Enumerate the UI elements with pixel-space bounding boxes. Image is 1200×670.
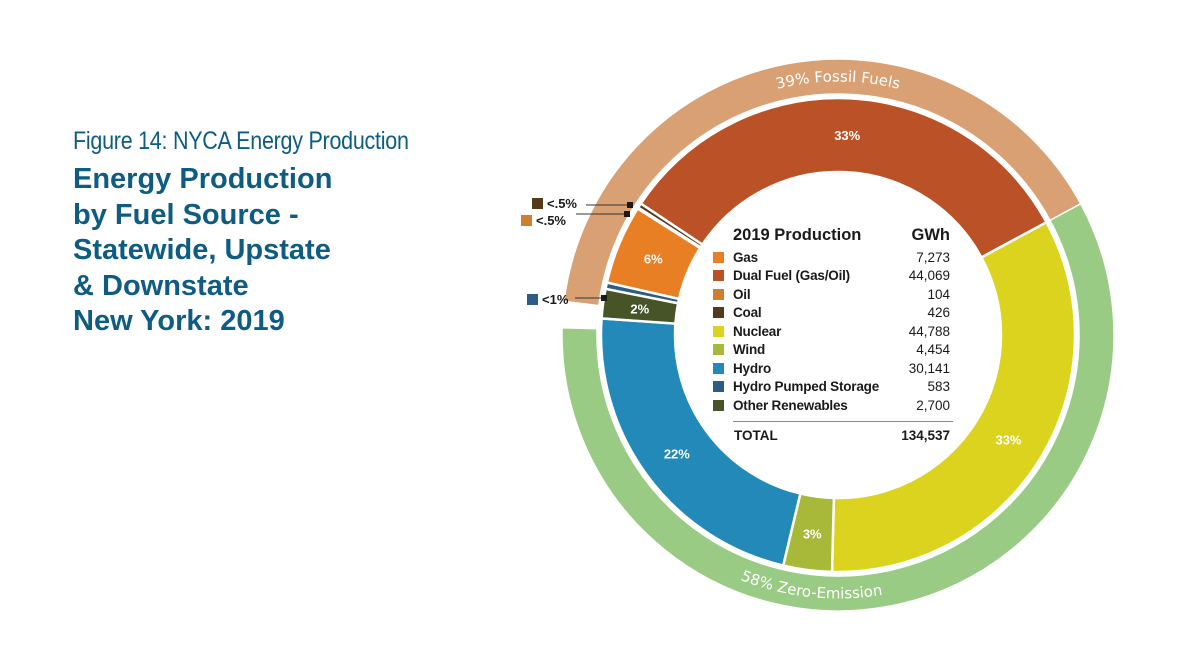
callout-marker xyxy=(601,295,607,301)
legend-item-name: Coal xyxy=(733,305,762,321)
legend-item-value: 2,700 xyxy=(916,397,950,413)
total-value: 134,537 xyxy=(901,427,950,443)
legend-item-value: 44,788 xyxy=(908,323,950,339)
callout-leaders xyxy=(575,202,633,301)
legend-swatch xyxy=(713,399,724,411)
legend-item: Wind 4,454 xyxy=(713,341,953,360)
legend-item-name: Gas xyxy=(733,249,758,265)
slice-coal xyxy=(636,201,705,250)
legend-item: Other Renewables 2,700 xyxy=(713,396,953,415)
legend-item-value: 44,069 xyxy=(908,268,950,284)
legend-swatch xyxy=(713,325,724,337)
legend: 2019 Production GWh Gas 7,273 Dual Fuel (G… xyxy=(713,226,953,443)
legend-swatch xyxy=(713,270,724,282)
legend-item: Hydro Pumped Storage 583 xyxy=(713,378,953,397)
legend-item: Coal 426 xyxy=(713,304,953,323)
legend-item-value: 4,454 xyxy=(916,342,950,358)
legend-item: Gas 7,273 xyxy=(713,248,953,267)
slice-label: 33% xyxy=(834,128,860,143)
legend-swatch xyxy=(713,344,724,356)
title-line: Energy Production xyxy=(73,163,333,195)
legend-item-name: Nuclear xyxy=(733,323,782,339)
callout-label: <1% xyxy=(542,292,569,307)
legend-item-name: Other Renewables xyxy=(733,397,848,413)
title-line: Statewide, Upstate xyxy=(73,234,331,266)
legend-rows: Gas 7,273 Dual Fuel (Gas/Oil) 44,069 Oil 104 C… xyxy=(713,248,953,415)
legend-item-name: Dual Fuel (Gas/Oil) xyxy=(733,268,850,284)
legend-swatch xyxy=(713,362,724,374)
slice-label: 33% xyxy=(995,433,1021,448)
legend-swatch xyxy=(713,288,724,300)
legend-header: 2019 Production GWh xyxy=(733,226,950,248)
title-line: New York: 2019 xyxy=(73,305,285,337)
slice-label: 3% xyxy=(803,526,822,541)
inner-ring xyxy=(599,96,1077,574)
slice-dual-fuel-gas-oil xyxy=(639,96,1049,260)
callout-swatch xyxy=(527,294,538,305)
legend-item: Hydro 30,141 xyxy=(713,359,953,378)
legend-item: Nuclear 44,788 xyxy=(713,322,953,341)
legend-item-value: 104 xyxy=(927,286,950,302)
legend-header-label: 2019 Production xyxy=(733,226,862,244)
callout-label: <.5% xyxy=(536,213,566,228)
slice-nuclear xyxy=(830,220,1077,574)
figure-label: Figure 14: NYCA Energy Production xyxy=(73,127,409,155)
legend-swatch xyxy=(713,381,724,393)
title-line: by Fuel Source - xyxy=(73,198,299,231)
total-label: TOTAL xyxy=(734,427,778,443)
legend-item-value: 30,141 xyxy=(908,360,950,376)
slice-label: 22% xyxy=(664,446,690,461)
callout-marker xyxy=(624,211,630,217)
legend-item-name: Wind xyxy=(733,342,766,358)
legend-swatch xyxy=(713,251,724,263)
legend-swatch xyxy=(713,307,724,319)
callout-label: <.5% xyxy=(547,196,577,211)
legend-item-name: Hydro xyxy=(733,360,772,376)
legend-item-value: 426 xyxy=(927,305,950,321)
slice-label: 2% xyxy=(630,301,649,316)
slice-labels: 33% 33% 3% 22% 2% 6% xyxy=(630,128,1022,541)
legend-item: Oil 104 xyxy=(713,285,953,304)
title-block: Figure 14: NYCA Energy Production Energy… xyxy=(73,124,463,340)
slice-label: 6% xyxy=(644,251,663,266)
callout-coal: <.5% xyxy=(532,196,577,211)
outer-segment-zero-emission xyxy=(561,202,1115,612)
callout-marker xyxy=(627,202,633,208)
legend-item-name: Oil xyxy=(733,286,751,302)
legend-total: TOTAL 134,537 xyxy=(734,428,950,443)
legend-header-unit: GWh xyxy=(911,226,951,244)
title-line: & Downstate xyxy=(73,269,249,302)
callout-hydro-pumped-storage: <1% xyxy=(527,292,568,307)
outer-ring xyxy=(561,58,1115,612)
legend-item-value: 583 xyxy=(927,379,950,395)
slice-hydro xyxy=(599,317,802,568)
legend-divider xyxy=(733,420,953,422)
legend-item: Dual Fuel (Gas/Oil) 44,069 xyxy=(713,267,953,286)
callout-swatch xyxy=(532,198,543,209)
legend-item-value: 7,273 xyxy=(916,249,950,265)
legend-item-name: Hydro Pumped Storage xyxy=(733,379,880,395)
callout-oil: <.5% xyxy=(521,213,566,228)
chart-title: Energy Production by Fuel Source - State… xyxy=(73,162,463,340)
callout-swatch xyxy=(521,215,532,226)
